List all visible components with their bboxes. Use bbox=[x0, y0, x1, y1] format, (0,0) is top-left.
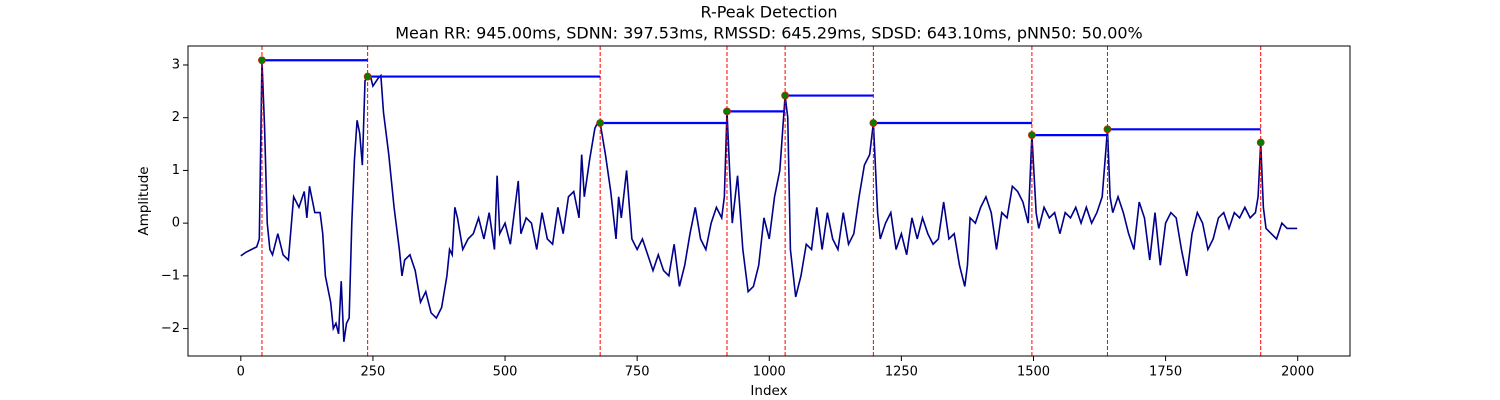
peak-point bbox=[1028, 131, 1036, 139]
chart-subtitle: Mean RR: 945.00ms, SDNN: 397.53ms, RMSSD… bbox=[395, 24, 1143, 43]
y-tick-label: 1 bbox=[172, 163, 180, 178]
chart-title: R-Peak Detection bbox=[700, 3, 837, 22]
peak-point bbox=[1103, 125, 1112, 134]
peak-point bbox=[596, 119, 605, 127]
x-tick-label: 750 bbox=[625, 365, 650, 380]
x-tick-label: 1500 bbox=[1017, 365, 1050, 380]
plot-frame bbox=[187, 45, 1351, 357]
peak-point bbox=[723, 107, 731, 116]
x-axis-label: Index bbox=[750, 383, 787, 399]
peak-point bbox=[1256, 138, 1265, 147]
x-tick-label: 1750 bbox=[1149, 365, 1182, 380]
y-tick-label: −1 bbox=[161, 268, 180, 283]
y-tick-label: 3 bbox=[172, 57, 180, 72]
y-axis-label: Amplitude bbox=[136, 166, 152, 235]
y-tick-label: −2 bbox=[161, 321, 180, 336]
x-tick-label: 1250 bbox=[885, 365, 918, 380]
y-tick-label: 2 bbox=[172, 110, 180, 125]
peak-point bbox=[258, 56, 266, 65]
x-tick-label: 250 bbox=[361, 365, 386, 380]
signal-line bbox=[240, 60, 1298, 342]
x-tick-label: 500 bbox=[493, 365, 518, 380]
y-tick-label: 0 bbox=[172, 216, 180, 231]
peak-point bbox=[869, 119, 878, 127]
x-tick-label: 2000 bbox=[1281, 365, 1314, 380]
x-tick-label: 0 bbox=[237, 365, 245, 380]
peak-point bbox=[363, 72, 372, 81]
x-tick-label: 1000 bbox=[753, 365, 786, 380]
peak-point bbox=[781, 91, 790, 100]
